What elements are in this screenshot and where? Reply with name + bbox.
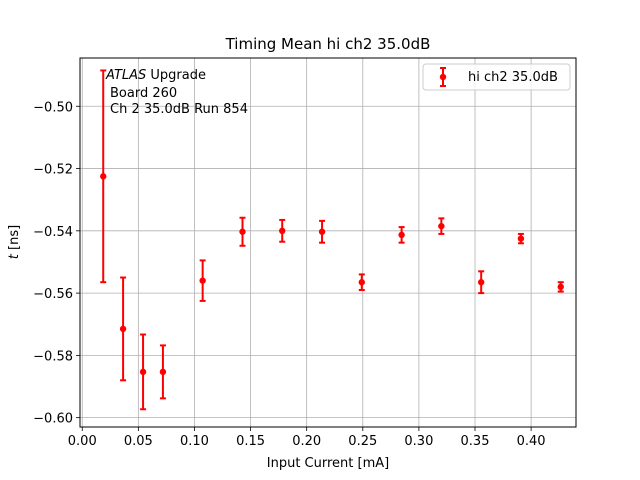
x-tick-label: 0.30 [404,434,433,449]
y-tick-label: −0.50 [33,100,73,115]
atlas-annotation: ATLAS Upgrade Board 260 Ch 2 35.0dB Run … [105,68,248,117]
x-tick-label: 0.05 [124,434,153,449]
x-axis-label: Input Current [mA] [267,456,389,471]
data-point [160,369,166,375]
y-tick-label: −0.52 [33,163,73,178]
annotation-upgrade: Upgrade [146,68,206,83]
chart-title: Timing Mean hi ch2 35.0dB [225,35,431,53]
legend-point [440,74,446,80]
data-point [100,173,106,179]
data-point [239,229,245,235]
y-tick-label: −0.60 [33,412,73,427]
axis-ticks: 0.00 0.05 0.10 0.15 0.20 0.25 0.30 0.35 0.40 −0.6… [33,100,545,449]
y-tick-label: −0.58 [33,349,73,364]
annotation-line-3: Ch 2 35.0dB Run 854 [110,102,248,117]
x-tick-label: 0.10 [180,434,209,449]
data-point [558,284,564,290]
annotation-line-2: Board 260 [110,86,177,101]
y-axis-label: t [ns] [7,225,22,259]
data-point [140,369,146,375]
data-series [100,70,564,409]
annotation-line-1: ATLAS Upgrade [105,68,206,83]
legend: hi ch2 35.0dB [423,64,570,90]
data-point [438,223,444,229]
data-point [518,235,524,241]
x-tick-label: 0.25 [348,434,377,449]
data-point [478,279,484,285]
x-tick-label: 0.40 [517,434,546,449]
x-tick-label: 0.20 [292,434,321,449]
x-tick-label: 0.15 [236,434,265,449]
data-point [398,232,404,238]
x-tick-label: 0.35 [461,434,490,449]
data-point [199,277,205,283]
data-point [359,279,365,285]
data-point [120,326,126,332]
y-tick-label: −0.54 [33,225,73,240]
y-axis-label-unit: [ns] [7,225,22,254]
annotation-atlas: ATLAS [105,68,146,83]
data-point [319,229,325,235]
x-tick-label: 0.00 [68,434,97,449]
data-point [279,228,285,234]
y-tick-label: −0.56 [33,287,73,302]
legend-label: hi ch2 35.0dB [468,70,558,85]
